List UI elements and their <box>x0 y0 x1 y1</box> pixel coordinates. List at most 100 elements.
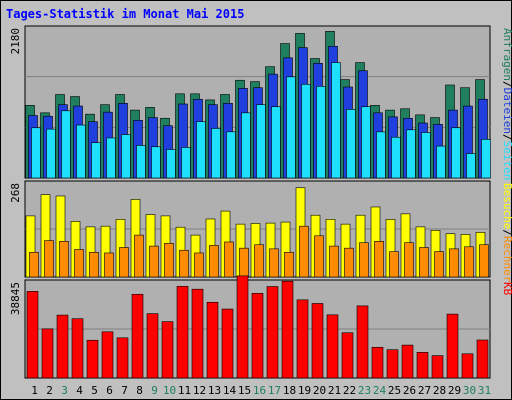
bottom-bar-kb-25 <box>386 349 399 379</box>
top-bar-seiten-2 <box>46 128 56 179</box>
bottom-bar-kb-21 <box>326 314 339 379</box>
bottom-bar-kb-17 <box>266 286 279 379</box>
top-ymax-label: 2180 <box>9 28 22 55</box>
top-legend-2: Dateien <box>501 88 512 134</box>
top-bar-seiten-3 <box>61 110 71 179</box>
day-label-30: 30 <box>463 384 476 397</box>
middle-bar-rechner-21 <box>329 245 339 278</box>
day-label-31: 31 <box>478 384 491 397</box>
middle-bar-rechner-29 <box>449 248 459 278</box>
bottom-bar-kb-14 <box>221 308 234 379</box>
bottom-bar-kb-5 <box>86 339 99 379</box>
bottom-bar-kb-4 <box>71 318 84 379</box>
middle-bar-rechner-5 <box>89 251 99 278</box>
day-label-10: 10 <box>163 384 176 397</box>
top-bar-seiten-28 <box>436 145 446 179</box>
middle-legend: Besuche/Rechner <box>501 183 512 283</box>
top-bar-seiten-4 <box>76 124 86 179</box>
day-label-6: 6 <box>106 384 113 397</box>
bottom-bar-kb-12 <box>191 288 204 379</box>
bottom-bar-kb-28 <box>431 355 444 379</box>
middle-bar-rechner-22 <box>344 247 354 278</box>
top-bar-seiten-29 <box>451 127 461 179</box>
middle-bar-rechner-28 <box>434 251 444 278</box>
middle-bar-rechner-11 <box>179 249 189 278</box>
bottom-bar-kb-3 <box>56 314 69 379</box>
day-label-3: 3 <box>61 384 68 397</box>
bottom-bar-kb-16 <box>251 293 264 379</box>
day-label-23: 23 <box>358 384 371 397</box>
day-label-22: 22 <box>343 384 356 397</box>
bottom-bar-kb-18 <box>281 280 294 379</box>
day-label-18: 18 <box>283 384 296 397</box>
bottom-bar-kb-8 <box>131 293 144 379</box>
middle-bar-rechner-4 <box>74 249 84 278</box>
day-label-20: 20 <box>313 384 326 397</box>
top-bar-seiten-14 <box>226 131 236 179</box>
top-bar-seiten-26 <box>406 129 416 179</box>
day-label-1: 1 <box>31 384 38 397</box>
bottom-bar-kb-22 <box>341 332 354 379</box>
middle-bar-rechner-20 <box>314 235 324 278</box>
day-label-16: 16 <box>253 384 266 397</box>
top-legend-0: Anfragen <box>501 28 512 81</box>
top-bar-seiten-17 <box>271 106 281 179</box>
middle-bar-rechner-15 <box>239 247 249 278</box>
day-label-25: 25 <box>388 384 401 397</box>
bottom-bar-kb-26 <box>401 344 414 379</box>
day-label-11: 11 <box>178 384 191 397</box>
bottom-bar-kb-15 <box>236 275 249 379</box>
day-label-29: 29 <box>448 384 461 397</box>
day-label-5: 5 <box>91 384 98 397</box>
top-bar-seiten-18 <box>286 76 296 179</box>
chart-title: Tages-Statistik im Monat Mai 2015 <box>6 7 245 21</box>
day-label-12: 12 <box>193 384 206 397</box>
day-label-26: 26 <box>403 384 416 397</box>
top-bar-seiten-31 <box>481 139 491 179</box>
top-bar-seiten-22 <box>346 109 356 179</box>
bottom-bar-kb-30 <box>461 353 474 379</box>
top-legend: Anfragen/Dateien/Seiten <box>501 28 512 180</box>
middle-legend-2: Rechner <box>501 236 512 283</box>
bottom-bar-kb-29 <box>446 313 459 379</box>
bottom-bar-kb-10 <box>161 321 174 379</box>
top-bar-seiten-11 <box>181 147 191 179</box>
middle-bar-rechner-12 <box>194 252 204 278</box>
bottom-bar-kb-2 <box>41 328 54 379</box>
top-bar-seiten-7 <box>121 134 131 179</box>
top-bar-seiten-19 <box>301 84 311 179</box>
day-label-9: 9 <box>151 384 158 397</box>
day-label-13: 13 <box>208 384 221 397</box>
bottom-bar-kb-27 <box>416 352 429 379</box>
day-label-24: 24 <box>373 384 387 397</box>
top-bar-seiten-5 <box>91 142 101 179</box>
bottom-bar-kb-11 <box>176 285 189 379</box>
day-label-19: 19 <box>298 384 311 397</box>
bottom-bar-kb-23 <box>356 305 369 379</box>
day-label-21: 21 <box>328 384 341 397</box>
bottom-bar-kb-20 <box>311 303 324 379</box>
top-bar-seiten-8 <box>136 145 146 179</box>
middle-bar-rechner-25 <box>389 251 399 278</box>
middle-bar-rechner-3 <box>59 240 69 278</box>
day-label-7: 7 <box>121 384 128 397</box>
middle-bar-rechner-16 <box>254 244 264 278</box>
middle-bar-rechner-9 <box>149 245 159 278</box>
top-bar-seiten-24 <box>376 131 386 179</box>
top-legend-1: / <box>501 81 512 88</box>
middle-bar-rechner-26 <box>404 242 414 278</box>
middle-bar-rechner-18 <box>284 251 294 278</box>
day-label-14: 14 <box>223 384 237 397</box>
bottom-bar-kb-13 <box>206 301 219 379</box>
middle-bar-rechner-17 <box>269 248 279 278</box>
bottom-bar-kb-24 <box>371 346 384 379</box>
top-bar-seiten-12 <box>196 121 206 179</box>
middle-bar-rechner-31 <box>479 244 489 278</box>
day-label-8: 8 <box>136 384 143 397</box>
bottom-bar-kb-1 <box>26 291 39 379</box>
day-label-15: 15 <box>238 384 251 397</box>
middle-bar-rechner-2 <box>44 240 54 278</box>
middle-bar-rechner-24 <box>374 240 384 278</box>
